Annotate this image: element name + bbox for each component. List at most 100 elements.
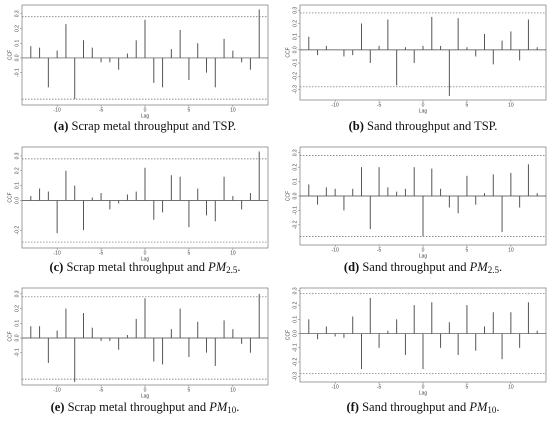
y-tick-label: 0.3 bbox=[14, 290, 20, 297]
caption-end: . bbox=[496, 400, 499, 414]
y-tick-label: 0.0 bbox=[14, 334, 20, 341]
x-axis-label: Lag bbox=[141, 256, 150, 262]
y-tick-label: 0.2 bbox=[14, 305, 20, 312]
y-tick-label: 0.2 bbox=[292, 163, 298, 170]
x-tick-label: -10 bbox=[54, 387, 61, 393]
caption: (e) Scrap metal throughput and PM10. bbox=[51, 400, 240, 415]
x-tick-label: 10 bbox=[230, 107, 236, 113]
caption-text: Sand throughput and bbox=[362, 400, 469, 414]
caption: (d) Sand throughput and PM2.5. bbox=[344, 260, 502, 275]
caption: (a) Scrap metal throughput and TSP. bbox=[54, 119, 236, 133]
y-tick-label: 0.2 bbox=[292, 301, 298, 308]
ccf-panel: -0.1 0.0 0.1 0.2 0.3 -10 -5 0 5 10 Lag CCF (a) Scrap… bbox=[7, 4, 269, 133]
y-axis-label: CCF bbox=[285, 330, 291, 340]
caption-text: Sand throughput and TSP. bbox=[367, 119, 497, 133]
caption-text: Scrap metal throughput and TSP. bbox=[72, 119, 237, 133]
caption: (c) Scrap metal throughput and PM2.5. bbox=[49, 260, 240, 275]
ccf-panel: -0.3 -0.2 -0.1 0.0 0.1 0.2 0.3 -10 -5 0 5 10 Lag CCF (… bbox=[285, 4, 547, 133]
caption-label: (f) bbox=[346, 400, 359, 414]
x-tick-label: 10 bbox=[230, 250, 236, 256]
x-tick-label: 5 bbox=[188, 107, 191, 113]
x-tick-label: 10 bbox=[508, 102, 514, 108]
y-tick-label: 0.3 bbox=[292, 7, 298, 14]
x-tick-label: -10 bbox=[332, 247, 339, 253]
caption-text: Scrap metal throughput and bbox=[66, 260, 208, 274]
ccf-panel: -0.1 0.0 0.1 0.2 0.3 -10 -5 0 5 10 Lag CCF (e) Scrap… bbox=[7, 287, 269, 415]
x-tick-label: 5 bbox=[188, 387, 191, 393]
y-axis-label: CCF bbox=[285, 47, 291, 57]
x-tick-label: -5 bbox=[99, 387, 104, 393]
y-tick-label: 0.3 bbox=[292, 287, 298, 294]
y-tick-label: -0.1 bbox=[292, 59, 298, 68]
x-tick-label: -10 bbox=[54, 250, 61, 256]
x-tick-label: -5 bbox=[377, 102, 382, 108]
y-tick-label: 0.2 bbox=[14, 167, 20, 174]
y-tick-label: 0.2 bbox=[292, 20, 298, 27]
caption-subscript: 2.5 bbox=[488, 265, 500, 275]
y-tick-label: 0.0 bbox=[292, 192, 298, 199]
caption-label: (e) bbox=[51, 400, 65, 414]
x-axis-label: Lag bbox=[419, 108, 428, 114]
y-tick-label: -0.2 bbox=[292, 358, 298, 367]
y-tick-label: 0.1 bbox=[292, 33, 298, 40]
y-tick-label: -0.2 bbox=[292, 72, 298, 81]
x-tick-label: 5 bbox=[188, 250, 191, 256]
y-tick-label: 0.3 bbox=[14, 10, 20, 17]
y-axis-label: CCF bbox=[7, 331, 13, 341]
caption-end: . bbox=[236, 400, 239, 414]
x-tick-label: -10 bbox=[332, 384, 339, 390]
x-tick-label: 10 bbox=[508, 247, 514, 253]
x-tick-label: -5 bbox=[377, 247, 382, 253]
x-tick-label: 5 bbox=[466, 102, 469, 108]
y-tick-label: 0.0 bbox=[292, 46, 298, 53]
x-tick-label: 0 bbox=[144, 387, 147, 393]
x-tick-label: 5 bbox=[466, 247, 469, 253]
y-tick-label: 0.1 bbox=[14, 320, 20, 327]
x-tick-label: -5 bbox=[99, 250, 104, 256]
x-axis-label: Lag bbox=[141, 393, 150, 399]
caption-subscript: 2.5 bbox=[226, 265, 238, 275]
y-tick-label: -0.3 bbox=[292, 372, 298, 381]
y-tick-label: 0.1 bbox=[14, 182, 20, 189]
caption-label: (b) bbox=[349, 119, 364, 133]
y-tick-label: 0.1 bbox=[14, 40, 20, 47]
x-tick-label: -5 bbox=[377, 384, 382, 390]
y-tick-label: 0.3 bbox=[292, 149, 298, 156]
y-tick-label: 0.0 bbox=[14, 54, 20, 61]
caption-variable: PM bbox=[207, 260, 227, 274]
caption-end: . bbox=[237, 260, 240, 274]
x-tick-label: -10 bbox=[332, 102, 339, 108]
ccf-panel: -0.2 0.0 0.1 0.2 0.3 -10 -5 0 5 10 Lag CCF (c) Scrap… bbox=[7, 146, 269, 275]
y-axis-label: CCF bbox=[7, 192, 13, 202]
caption-subscript: 10 bbox=[227, 405, 237, 415]
plot-frame bbox=[299, 4, 547, 101]
x-tick-label: 0 bbox=[144, 250, 147, 256]
y-tick-label: 0.0 bbox=[292, 330, 298, 337]
y-tick-label: -0.1 bbox=[292, 343, 298, 352]
caption-variable: PM bbox=[208, 400, 228, 414]
y-tick-label: -0.1 bbox=[14, 348, 20, 357]
y-tick-label: -0.2 bbox=[14, 226, 20, 235]
x-tick-label: 0 bbox=[422, 384, 425, 390]
x-tick-label: 10 bbox=[230, 387, 236, 393]
caption-variable: PM bbox=[468, 400, 488, 414]
y-tick-label: -0.1 bbox=[292, 206, 298, 215]
x-axis-label: Lag bbox=[419, 390, 428, 396]
caption: (f) Sand throughput and PM10. bbox=[346, 400, 499, 415]
ccf-panel: -0.3 -0.2 -0.1 0.0 0.1 0.2 0.3 -10 -5 0 5 10 Lag CCF (… bbox=[285, 287, 547, 415]
y-tick-label: 0.0 bbox=[14, 197, 20, 204]
x-axis-label: Lag bbox=[419, 253, 428, 259]
y-axis-label: CCF bbox=[7, 50, 13, 60]
ccf-panel: -0.2 -0.1 0.0 0.1 0.2 0.3 -10 -5 0 5 10 Lag CCF (d) S… bbox=[285, 146, 547, 275]
y-tick-label: 0.1 bbox=[292, 316, 298, 323]
x-tick-label: 0 bbox=[144, 107, 147, 113]
y-tick-label: 0.2 bbox=[14, 25, 20, 32]
caption-subscript: 10 bbox=[487, 405, 497, 415]
caption: (b) Sand throughput and TSP. bbox=[349, 119, 498, 133]
y-tick-label: -0.3 bbox=[292, 85, 298, 94]
y-tick-label: -0.1 bbox=[14, 68, 20, 77]
caption-variable: PM bbox=[469, 260, 489, 274]
x-tick-label: -10 bbox=[54, 107, 61, 113]
caption-label: (c) bbox=[49, 260, 63, 274]
